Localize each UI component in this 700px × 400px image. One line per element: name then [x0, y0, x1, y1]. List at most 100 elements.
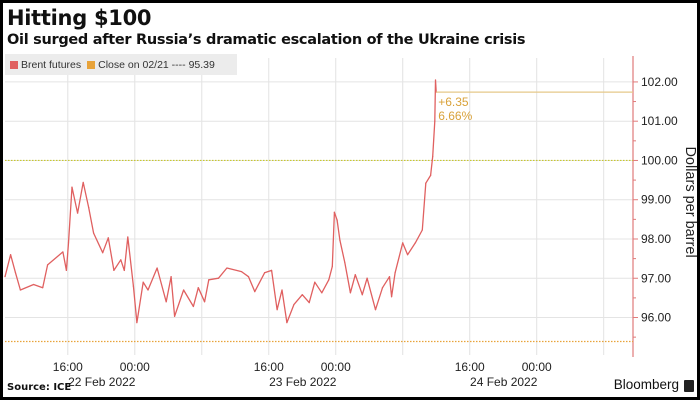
chart-svg: 96.00 97.00 98.00 99.00 100.00 101.00 102.00 Do…	[4, 56, 697, 389]
data-point	[254, 291, 256, 293]
data-point	[217, 277, 220, 279]
data-point	[388, 276, 391, 278]
data-point	[333, 211, 335, 213]
legend-item-close: Close on 02/21 ---- 95.39	[87, 59, 215, 71]
data-point	[366, 277, 368, 279]
source-note: Source: ICE	[7, 382, 72, 393]
data-point	[270, 269, 273, 271]
data-point	[62, 251, 64, 253]
data-point	[349, 292, 351, 294]
x-tick-label: 00:00	[120, 360, 150, 374]
legend-label-close: Close on 02/21 ---- 95.39	[98, 58, 215, 71]
data-point	[276, 309, 278, 311]
data-point	[240, 270, 243, 273]
data-point	[19, 289, 21, 291]
data-point	[113, 269, 115, 271]
x-date-label: 22 Feb 2022	[68, 375, 136, 389]
x-tick-label: 16:00	[254, 360, 284, 374]
data-point	[374, 309, 377, 311]
data-point	[263, 272, 266, 274]
data-point	[42, 287, 44, 289]
chart-title: Hitting $100	[7, 6, 152, 30]
data-point	[14, 272, 17, 274]
data-point	[344, 261, 346, 264]
data-point	[286, 322, 288, 324]
legend-item-brent: Brent futures	[10, 59, 81, 71]
x-tick-label: 16:00	[53, 360, 83, 374]
y-tick-label: 98.00	[641, 232, 671, 246]
data-point	[336, 219, 338, 221]
data-point	[127, 236, 129, 238]
x-date-label: 24 Feb 2022	[470, 375, 538, 389]
data-point	[430, 174, 432, 176]
legend-label-brent: Brent futures	[21, 58, 82, 71]
x-tick-label: 00:00	[522, 360, 552, 374]
data-point	[421, 229, 423, 231]
data-point	[46, 264, 49, 266]
data-point	[354, 274, 356, 276]
legend-swatch-close	[87, 60, 96, 69]
data-point	[293, 303, 295, 306]
data-point	[226, 267, 228, 269]
data-point	[165, 301, 167, 303]
data-point	[142, 281, 144, 283]
series-line-brent	[4, 79, 437, 324]
data-point	[434, 79, 437, 81]
y-axis-label: Dollars per barrel	[682, 146, 697, 257]
chart-subtitle: Oil surged after Russia’s dramatic escal…	[7, 32, 526, 48]
data-point	[247, 276, 250, 278]
data-point	[120, 259, 122, 261]
data-point	[314, 281, 316, 283]
x-tick-label: 00:00	[321, 360, 351, 374]
data-point	[402, 242, 404, 244]
data-point	[71, 186, 73, 188]
data-point	[76, 212, 79, 214]
data-point	[9, 254, 12, 256]
data-point	[93, 232, 95, 234]
data-point	[88, 206, 90, 209]
change-annotation: +6.35	[438, 95, 469, 109]
x-tick-label: 16:00	[455, 360, 485, 374]
data-point	[4, 276, 6, 278]
data-point	[434, 120, 436, 122]
data-point	[107, 237, 109, 239]
data-point	[301, 294, 303, 296]
data-point	[65, 269, 68, 271]
data-point	[173, 315, 176, 317]
y-tick-label: 99.00	[641, 193, 671, 207]
data-point	[414, 242, 416, 244]
data-point	[361, 294, 363, 296]
data-point	[407, 254, 409, 256]
data-point	[132, 285, 134, 287]
y-tick-label: 96.00	[641, 311, 671, 325]
data-point	[67, 242, 70, 244]
data-point	[147, 289, 149, 291]
legend: Brent futures Close on 02/21 ---- 95.39	[5, 54, 237, 75]
data-point	[331, 265, 333, 268]
bloomberg-logo: Bloomberg	[613, 377, 679, 392]
data-point	[183, 289, 185, 291]
percent-annotation: 6.66%	[438, 109, 472, 123]
data-point	[82, 181, 84, 184]
y-tick-label: 102.00	[641, 75, 678, 89]
data-point	[203, 301, 206, 303]
x-date-label: 23 Feb 2022	[269, 375, 337, 389]
data-point	[208, 279, 210, 281]
data-point	[102, 252, 104, 254]
data-point	[321, 292, 323, 294]
y-tick-label: 101.00	[641, 114, 678, 128]
data-point	[328, 279, 330, 281]
data-point	[197, 287, 199, 289]
data-point	[281, 289, 283, 291]
data-point	[425, 182, 427, 184]
data-point	[339, 239, 341, 241]
chart-frame: Hitting $100 Oil surged after Russia’s d…	[3, 3, 697, 397]
data-point	[170, 276, 172, 278]
data-point	[123, 269, 125, 271]
data-point	[308, 301, 310, 304]
data-point	[136, 322, 138, 324]
legend-swatch-brent	[10, 60, 18, 69]
data-point	[432, 155, 434, 158]
data-point	[156, 267, 158, 269]
data-point	[33, 283, 35, 286]
